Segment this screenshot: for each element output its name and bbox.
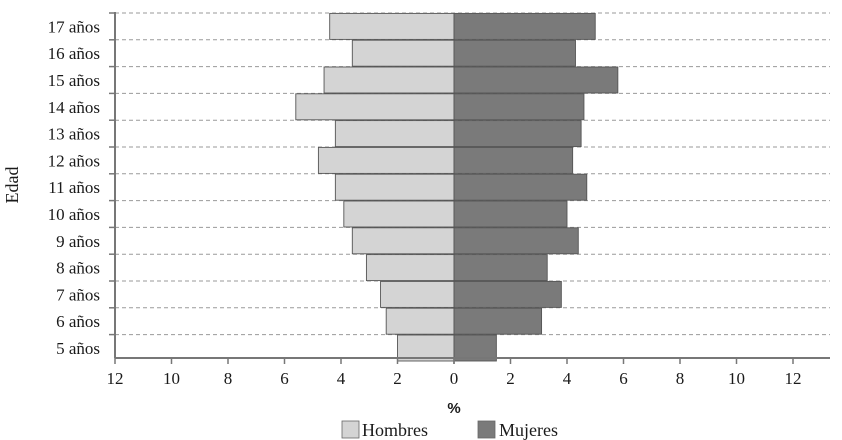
y-tick-label: 16 años [48,44,100,63]
bar-mujeres-14 [453,93,585,121]
bar-mujeres-16 [453,39,576,67]
y-axis-title: Edad [2,167,22,204]
bar-mujeres-7 [453,280,562,308]
x-tick-label: 8 [224,369,233,388]
x-tick-labels: 12 10 8 6 4 2 0 2 4 6 8 10 12 [107,369,802,388]
y-tick-label: 15 años [48,71,100,90]
bar-hombres-11 [334,173,455,201]
x-tick-label: 2 [393,369,402,388]
y-tick-label: 5 años [56,339,100,358]
y-tick-label: 9 años [56,232,100,251]
bar-mujeres-11 [453,173,588,201]
bar-hombres-10 [343,200,455,228]
axes [109,12,830,364]
y-tick-label: 7 años [56,285,100,304]
bar-mujeres-15 [453,66,619,94]
x-tick-label: 8 [676,369,685,388]
x-axis-title: % [447,400,460,417]
bar-hombres-13 [334,120,455,148]
bar-mujeres-8 [453,254,548,282]
y-tick-labels: 5 años 6 años 7 años 8 años 9 años 10 años 11 … [48,17,100,358]
x-tick-label: 10 [728,369,745,388]
bar-mujeres-12 [453,146,574,174]
bar-mujeres-10 [453,200,568,228]
y-tick-label: 11 años [48,178,100,197]
bar-hombres-8 [365,254,455,282]
bar-mujeres-9 [453,227,579,255]
y-tick-label: 6 años [56,312,100,331]
bar-hombres-12 [317,146,455,174]
legend: Hombres Mujeres [341,420,558,440]
y-tick-label: 14 años [48,98,100,117]
legend-swatch-mujeres [477,420,496,439]
x-tick-label: 6 [619,369,628,388]
bar-mujeres-17 [453,12,596,40]
bar-mujeres-5 [453,334,497,362]
y-tick-label: 8 años [56,259,100,278]
bar-hombres-14 [295,93,455,121]
x-tick-label: 12 [107,369,124,388]
bar-hombres-6 [385,307,455,335]
x-tick-label: 12 [785,369,802,388]
y-tick-label: 10 años [48,205,100,224]
bars [295,12,619,362]
x-tick-label: 0 [450,369,459,388]
x-tick-label: 4 [337,369,346,388]
bar-hombres-7 [380,280,455,308]
x-tick-label: 4 [563,369,572,388]
bar-hombres-17 [329,12,455,40]
x-tick-label: 10 [163,369,180,388]
legend-swatch-hombres [341,420,360,439]
legend-label-hombres: Hombres [362,420,428,440]
bar-mujeres-6 [453,307,543,335]
x-tick-label: 2 [506,369,515,388]
bar-hombres-16 [351,39,455,67]
y-tick-label: 13 años [48,125,100,144]
bar-hombres-9 [351,227,455,255]
y-tick-label: 12 años [48,151,100,170]
x-tick-label: 6 [280,369,289,388]
legend-label-mujeres: Mujeres [499,420,558,440]
bar-hombres-15 [323,66,455,94]
bar-mujeres-13 [453,120,582,148]
y-tick-label: 17 años [48,17,100,36]
